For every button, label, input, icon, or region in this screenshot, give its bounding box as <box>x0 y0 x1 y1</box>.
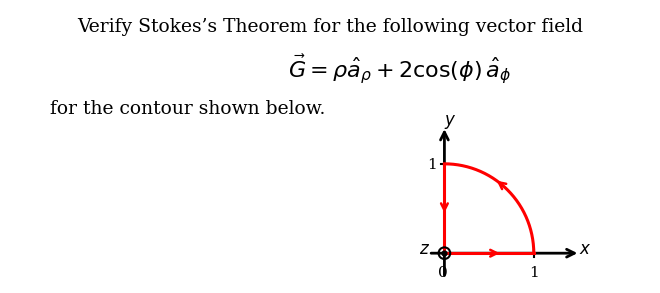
Text: Verify Stokes’s Theorem for the following vector field: Verify Stokes’s Theorem for the followin… <box>77 18 583 36</box>
Text: $x$: $x$ <box>579 241 591 258</box>
Text: $z$: $z$ <box>419 241 430 258</box>
Text: for the contour shown below.: for the contour shown below. <box>50 100 325 118</box>
Text: 0: 0 <box>438 266 447 280</box>
Text: 1: 1 <box>427 158 437 172</box>
Text: $\vec{G} = \rho\hat{a}_{\rho} + 2\cos(\phi)\, \hat{a}_{\phi}$: $\vec{G} = \rho\hat{a}_{\rho} + 2\cos(\p… <box>288 52 512 86</box>
Text: $y$: $y$ <box>444 113 456 131</box>
Text: 1: 1 <box>529 266 539 280</box>
